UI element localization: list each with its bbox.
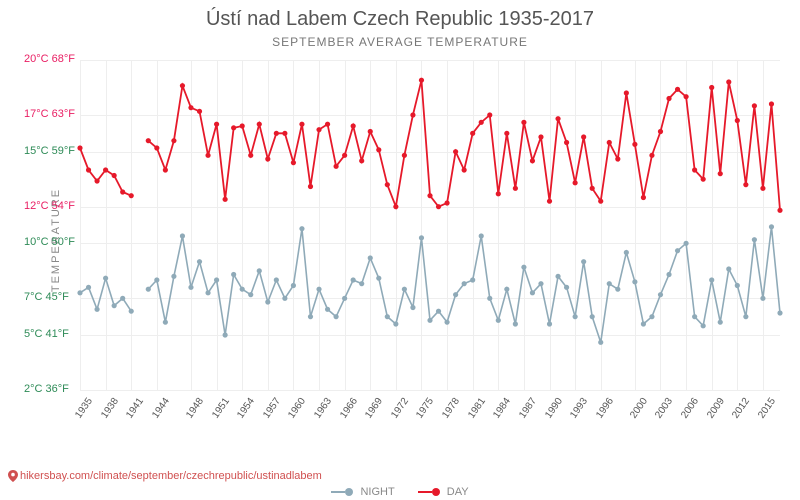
series-day	[77, 78, 782, 213]
chart-area: TEMPERATURE 2°C 36°F5°C 41°F7°C 45°F10°C…	[0, 50, 800, 430]
legend-night: NIGHT	[331, 486, 394, 498]
legend-night-label: NIGHT	[360, 486, 394, 498]
legend-night-dot	[345, 488, 353, 496]
legend-day-line	[418, 491, 432, 493]
page-subtitle: SEPTEMBER AVERAGE TEMPERATURE	[0, 31, 800, 49]
legend-night-line	[331, 491, 345, 493]
legend-day-dot	[432, 488, 440, 496]
plot-svg	[0, 50, 800, 430]
legend: NIGHT DAY	[0, 486, 800, 498]
legend-day-label: DAY	[447, 486, 469, 498]
footer-url: hikersbay.com/climate/september/czechrep…	[20, 470, 322, 482]
footer-attribution: hikersbay.com/climate/september/czechrep…	[8, 470, 322, 482]
map-pin-icon	[8, 470, 18, 482]
legend-day: DAY	[418, 486, 469, 498]
series-night	[77, 224, 782, 345]
page-title: Ústí nad Labem Czech Republic 1935-2017	[0, 0, 800, 31]
